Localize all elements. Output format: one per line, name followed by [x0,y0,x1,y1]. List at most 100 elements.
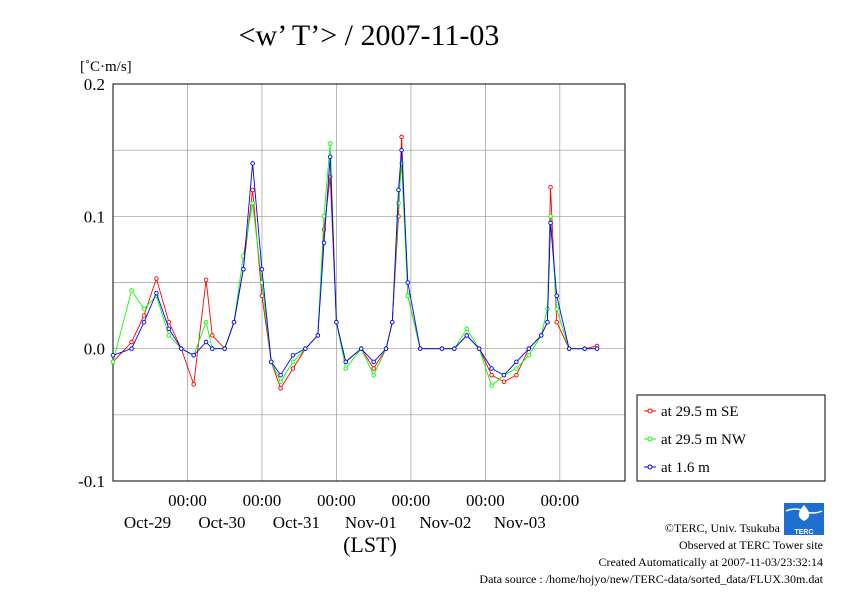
data-point [405,293,411,298]
data-point [526,353,532,358]
tick-labels: 0.2 0.1 0.0 -0.1 00:00 Oct-29 00:00 Oct-30 00:00… [78,75,579,532]
data-point [154,290,159,296]
data-point [439,346,445,351]
series-line [112,150,598,376]
data-point [250,187,255,193]
chart-title: <w’ T’> / 2007-11-03 [239,19,500,52]
data-point [321,214,327,219]
data-point [290,359,296,365]
data-point [554,293,559,298]
data-point [371,359,376,365]
data-point [290,353,296,358]
data-point [514,359,519,365]
data-point [166,319,172,325]
data-point [203,319,209,325]
data-point [452,346,457,351]
series-layer [110,134,600,391]
data-point [554,319,559,325]
legend-swatch-marker [647,408,653,414]
data-point [278,379,283,385]
x-axis-label: (LST) [343,532,397,557]
data-point [566,346,572,351]
data-point [210,346,215,351]
data-point [231,319,237,325]
x-tick-time-label: 00:00 [392,491,431,510]
footer-data-source: Data source : /home/hojyo/new/TERC-data/… [479,572,823,586]
data-point [241,267,246,272]
series-3 [110,147,600,378]
data-point [548,220,553,226]
data-point [327,141,333,146]
data-point [464,333,469,338]
data-point [417,346,423,351]
data-point [396,200,401,206]
data-point [129,339,134,345]
data-point [129,346,134,351]
data-point [358,346,364,351]
legend-label: at 29.5 m NW [661,432,747,448]
x-tick-time-label: 00:00 [317,491,356,510]
data-point [371,366,376,371]
x-tick-date-label: Oct-29 [124,513,171,532]
y-tick-label: 0.0 [84,340,105,359]
footer-copyright: ©TERC, Univ. Tsukuba [665,521,781,535]
data-point [514,366,519,371]
data-point [179,346,184,351]
footer-created-timestamp: Created Automatically at 2007-11-03/23:3… [598,555,823,569]
data-point [501,379,507,385]
data-point [334,319,339,325]
legend: at 29.5 m SE at 29.5 m NW at 1.6 m [636,394,826,482]
data-point [110,353,116,358]
data-point [321,240,327,246]
data-point [250,200,255,206]
legend-label: at 29.5 m SE [661,404,739,420]
data-point [383,346,389,351]
x-tick-time-label: 00:00 [168,491,207,510]
data-point [278,386,283,391]
data-point [554,306,559,312]
data-point [203,339,209,345]
data-point [582,346,587,351]
data-point [210,333,215,338]
data-point [514,372,519,378]
plot-area-frame [112,83,626,482]
legend-label: at 1.6 m [661,460,710,476]
data-point [269,359,274,365]
data-point [548,214,553,219]
data-point [405,280,411,285]
footer-observed-site: Observed at TERC Tower site [679,538,823,552]
x-tick-time-label: 00:00 [540,491,579,510]
data-point [343,366,348,371]
data-point [315,333,321,338]
x-tick-date-label: Oct-30 [198,513,245,532]
data-point [191,353,196,358]
x-tick-date-label: Nov-01 [345,513,397,532]
svg-text:TERC: TERC [794,529,813,536]
data-point [303,346,308,351]
x-tick-date-label: Oct-31 [273,513,320,532]
data-point [166,333,172,338]
data-point [489,366,494,371]
data-point [278,372,283,378]
data-point [203,277,209,283]
data-point [476,346,482,351]
data-point [110,359,116,365]
data-point [327,154,333,160]
data-point [191,382,196,387]
data-point [141,319,147,325]
legend-swatch-marker [647,436,653,442]
y-tick-label: -0.1 [78,472,105,491]
data-point [545,319,550,325]
x-tick-time-label: 00:00 [243,491,282,510]
legend-swatch-marker [647,464,653,470]
data-point [526,346,532,351]
data-point [594,346,600,351]
data-point [399,147,404,153]
data-point [343,359,348,365]
data-point [141,313,147,318]
data-point [489,372,494,378]
data-point [501,372,507,378]
data-point [290,366,296,371]
data-point [390,319,395,325]
